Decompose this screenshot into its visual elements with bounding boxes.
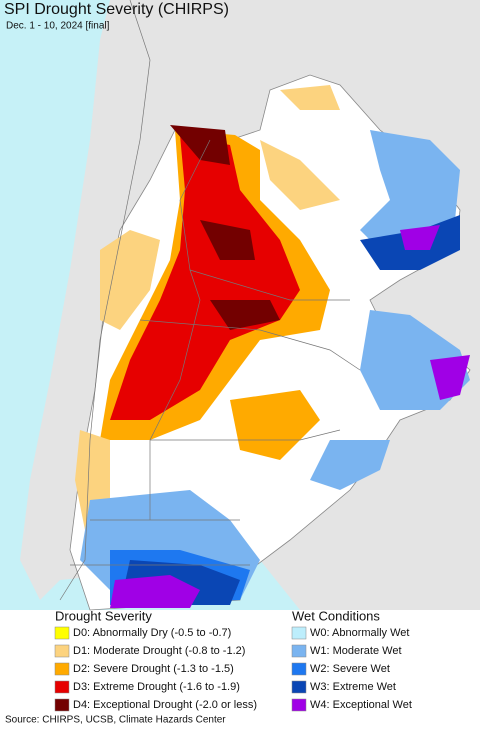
- legend-swatch: [291, 644, 307, 658]
- legend-swatch: [291, 680, 307, 694]
- legend-swatch: [291, 662, 307, 676]
- legend-label: W3: Extreme Wet: [310, 681, 396, 693]
- legend-label: D3: Extreme Drought (-1.6 to -1.9): [73, 681, 240, 693]
- legend-label: W4: Exceptional Wet: [310, 699, 412, 711]
- legend-label: D0: Abnormally Dry (-0.5 to -0.7): [73, 627, 231, 639]
- legend-label: D4: Exceptional Drought (-2.0 or less): [73, 699, 257, 711]
- source: Source: CHIRPS, UCSB, Climate Hazards Ce…: [5, 715, 226, 726]
- legend-label: D2: Severe Drought (-1.3 to -1.5): [73, 663, 234, 675]
- legend-title: Wet Conditions: [292, 608, 380, 623]
- title: SPI Drought Severity (CHIRPS): [4, 1, 229, 18]
- legend: Drought Severity D0: Abnormally Dry (-0.5…: [54, 608, 412, 712]
- legend-label: D1: Moderate Drought (-0.8 to -1.2): [73, 645, 245, 657]
- legend-label: W0: Abnormally Wet: [310, 627, 409, 639]
- map: [0, 0, 480, 611]
- subtitle: Dec. 1 - 10, 2024 [final]: [6, 21, 110, 32]
- legend-swatch: [54, 662, 70, 676]
- legend-swatch: [54, 644, 70, 658]
- legend-swatch: [291, 698, 307, 712]
- legend-label: W2: Severe Wet: [310, 663, 390, 675]
- legend-swatch: [291, 626, 307, 640]
- legend-label: W1: Moderate Wet: [310, 645, 402, 657]
- legend-swatch: [54, 626, 70, 640]
- legend-swatch: [54, 680, 70, 694]
- legend-swatch: [54, 698, 70, 712]
- legend-title: Drought Severity: [55, 608, 152, 623]
